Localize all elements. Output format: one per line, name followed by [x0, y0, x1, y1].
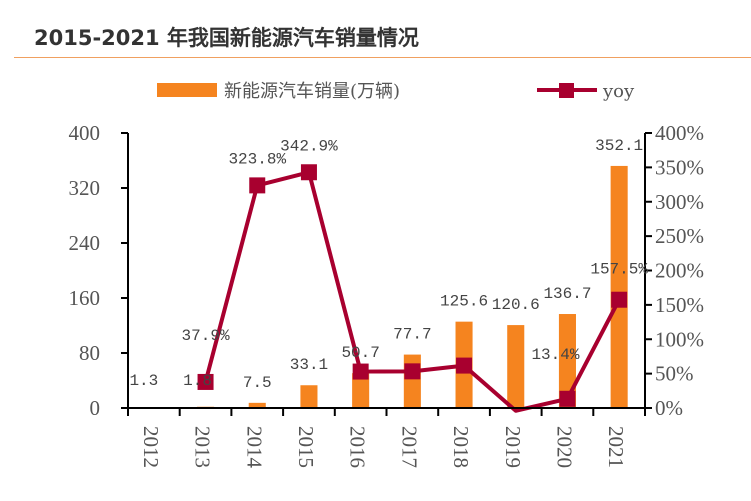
y2-tick-label: 150% [655, 293, 704, 317]
y2-tick-label: 200% [655, 259, 704, 283]
y2-tick-label: 0% [655, 396, 683, 420]
y-tick-label: 240 [69, 231, 101, 255]
bar [300, 385, 318, 408]
yoy-marker [559, 390, 576, 407]
x-tick-label: 2017 [397, 426, 421, 468]
bar-data-label: 125.6 [440, 293, 488, 311]
y2-tick-label: 50% [655, 362, 694, 386]
bar [610, 165, 628, 408]
x-tick-label: 2014 [242, 426, 266, 469]
bar-data-label: 136.7 [543, 285, 591, 303]
x-tick-label: 2016 [346, 426, 370, 468]
y2-tick-label: 250% [655, 224, 704, 248]
y2-tick-label: 400% [655, 121, 704, 145]
x-tick-label: 2018 [449, 426, 473, 468]
yoy-data-label: 323.8% [228, 150, 286, 168]
legend-line-marker [559, 83, 574, 98]
yoy-marker [300, 164, 317, 181]
chart-title: 2015-2021 年我国新能源汽车销量情况 [34, 26, 419, 50]
yoy-data-label: 157.5% [590, 261, 648, 279]
bar-data-label: 50.7 [341, 344, 379, 362]
x-tick-label: 2013 [191, 426, 215, 468]
y-tick-label: 160 [69, 286, 101, 310]
bar-data-label: 120.6 [492, 296, 540, 314]
y-tick-label: 400 [69, 121, 101, 145]
x-tick-label: 2012 [139, 426, 163, 468]
bar [352, 373, 370, 408]
bar-data-label: 77.7 [393, 326, 431, 344]
y2-tick-label: 100% [655, 327, 704, 351]
bar [558, 314, 576, 408]
legend-bar-swatch [157, 83, 217, 97]
yoy-marker [197, 373, 214, 390]
title-divider [14, 57, 751, 58]
yoy-marker [611, 291, 628, 308]
y2-tick-label: 350% [655, 155, 704, 179]
y-tick-label: 0 [90, 396, 101, 420]
bar-data-label: 7.5 [243, 374, 272, 392]
x-tick-label: 2019 [501, 426, 525, 468]
bar-data-label: 352.1 [595, 137, 643, 155]
y2-tick-label: 300% [655, 190, 704, 214]
y-tick-label: 80 [79, 341, 100, 365]
y-tick-label: 320 [69, 176, 101, 200]
bar-data-label: 1.8 [183, 372, 212, 390]
bar-data-label: 1.3 [129, 372, 158, 390]
legend-bar-label: 新能源汽车销量(万辆) [224, 81, 400, 102]
yoy-marker [249, 177, 266, 194]
x-tick-label: 2020 [552, 426, 576, 468]
yoy-data-label: 13.4% [531, 346, 579, 364]
yoy-data-label: 37.9% [182, 327, 230, 345]
yoy-data-label: 342.9% [280, 137, 338, 155]
bar [248, 402, 266, 408]
x-tick-label: 2015 [294, 426, 318, 468]
bar-data-label: 33.1 [290, 356, 328, 374]
yoy-marker [352, 363, 369, 380]
bar [403, 354, 421, 408]
x-tick-label: 2021 [604, 426, 628, 468]
yoy-marker [456, 357, 473, 374]
yoy-marker [404, 363, 421, 380]
legend-line-label: yoy [602, 81, 635, 102]
bar [507, 325, 525, 408]
